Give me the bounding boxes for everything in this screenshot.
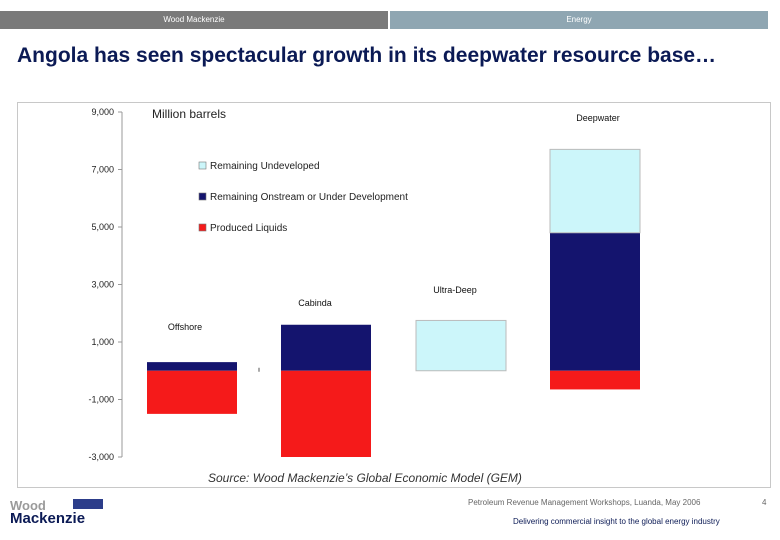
y-tick-label: 3,000 <box>91 280 114 290</box>
bar-segment <box>147 362 237 371</box>
page-number: 4 <box>762 498 767 507</box>
legend-swatch <box>198 223 207 232</box>
header-section: Energy <box>390 11 768 29</box>
y-tick-label: -1,000 <box>88 395 114 405</box>
y-tick-label: 9,000 <box>91 107 114 117</box>
chart-frame <box>17 102 771 488</box>
legend-swatch <box>198 161 207 170</box>
logo-word-wood: Wood <box>10 498 46 513</box>
category-label: Ultra-Deep <box>433 285 477 295</box>
legend-label: Produced Liquids <box>210 223 287 234</box>
slide-title: Angola has seen spectacular growth in it… <box>17 44 717 67</box>
bar-segment <box>281 324 371 371</box>
logo-word-mackenzie: Mackenzie <box>10 510 86 527</box>
bar-segment <box>147 370 237 414</box>
category-label: Cabinda <box>298 298 332 308</box>
y-tick-label: -3,000 <box>88 452 114 462</box>
header-company: Wood Mackenzie <box>0 11 388 29</box>
footer-tagline: Delivering commercial insight to the glo… <box>513 517 720 526</box>
legend-label: Remaining Onstream or Under Development <box>210 192 408 203</box>
unit-label: Million barrels <box>152 107 226 121</box>
y-tick-label: 1,000 <box>91 337 114 347</box>
logo-mark-icon <box>73 499 103 509</box>
bar-segment <box>415 319 507 372</box>
bar-segment <box>549 148 641 234</box>
header-bar: Wood Mackenzie Energy <box>0 11 780 29</box>
category-label: Offshore <box>168 322 202 332</box>
legend-swatch <box>198 192 207 201</box>
company-logo: Wood Mackenzie <box>10 498 120 528</box>
y-tick-label: 7,000 <box>91 165 114 175</box>
category-label: Deepwater <box>576 113 620 123</box>
bar-segment <box>281 370 371 457</box>
bar-segment <box>550 370 640 390</box>
bar-segment <box>550 232 640 371</box>
footer-note: Petroleum Revenue Management Workshops, … <box>468 498 701 507</box>
y-tick-label: 5,000 <box>91 222 114 232</box>
legend-label: Remaining Undeveloped <box>210 161 320 172</box>
source-note: Source: Wood Mackenzie’s Global Economic… <box>208 471 522 485</box>
